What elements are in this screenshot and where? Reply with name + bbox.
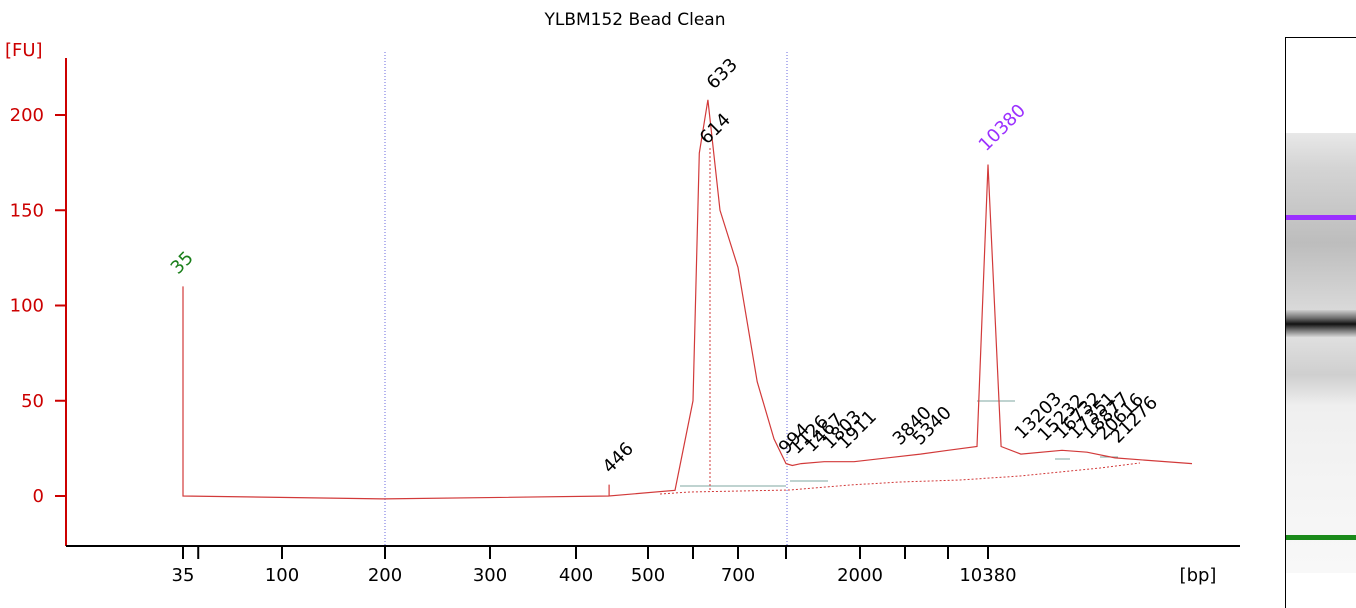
fluorescence-trace: [182, 99, 1193, 500]
y-ticks: 0 50 100 150 200: [10, 105, 66, 507]
gel-band-main-band: [1286, 310, 1356, 338]
y-tick-label: 0: [33, 486, 44, 507]
electropherogram: YLBM152 Bead Clean [FU] [bp] 0 50 100 150 20…: [5, 10, 1240, 586]
gel-band-upper-marker: [1286, 215, 1356, 220]
chart-title: YLBM152 Bead Clean: [543, 10, 725, 30]
x-tick-label: 35: [172, 565, 195, 586]
y-tick-label: 50: [21, 391, 44, 412]
baseline-dotted: [659, 462, 1141, 495]
peak-label: 446: [599, 438, 638, 477]
gel-band-lower-marker: [1286, 535, 1356, 540]
x-tick-label: 300: [473, 565, 507, 586]
x-tick-label: 400: [559, 565, 593, 586]
gel-lane: [1285, 37, 1356, 608]
peak-label: 10380: [975, 100, 1030, 155]
region-markers: [680, 400, 1118, 487]
y-axis-label: [FU]: [5, 40, 43, 61]
x-ticks: 35 100 200 300 400 500 700 2000 10380: [172, 546, 1017, 586]
peak-label: 633: [703, 54, 742, 93]
x-tick-label: 100: [265, 565, 299, 586]
x-tick-label: 2000: [837, 565, 883, 586]
gel-background: [1286, 133, 1356, 573]
peak-label: 35: [167, 247, 198, 278]
x-tick-label: 10380: [959, 565, 1016, 586]
x-tick-label: 200: [368, 565, 402, 586]
x-tick-label: 700: [721, 565, 755, 586]
y-tick-label: 100: [10, 296, 44, 317]
x-tick-label: 500: [631, 565, 665, 586]
y-tick-label: 200: [10, 105, 44, 126]
x-axis-label: [bp]: [1180, 565, 1217, 586]
y-tick-label: 150: [10, 200, 44, 221]
